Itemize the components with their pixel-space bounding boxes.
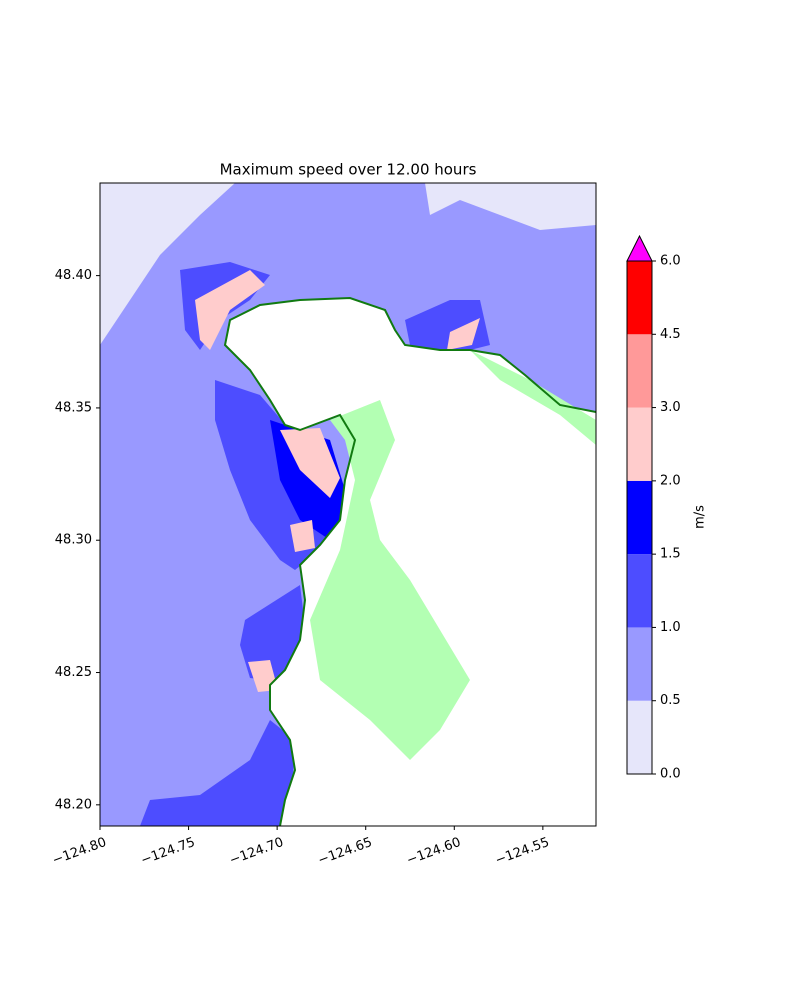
x-tick-label: −124.55: [493, 835, 551, 868]
colorbar-segment: [627, 334, 652, 408]
colorbar-tick-label: 6.0: [660, 254, 681, 269]
y-tick-label: 48.35: [55, 400, 92, 415]
colorbar-segment: [627, 700, 652, 774]
y-tick-label: 48.25: [55, 665, 92, 680]
fast-water: [140, 720, 295, 826]
x-tick-label: −124.75: [139, 835, 197, 868]
x-tick-label: −124.60: [405, 835, 463, 868]
colorbar-segment: [627, 261, 652, 335]
map: [100, 183, 596, 826]
calm-water: [425, 183, 596, 230]
colorbar-tick-label: 4.5: [660, 327, 681, 342]
very-fast-water: [447, 318, 480, 350]
colorbar-tick-label: 0.0: [660, 767, 681, 782]
x-tick-label: −124.65: [316, 835, 374, 868]
y-tick-label: 48.20: [55, 797, 92, 812]
y-tick-label: 48.40: [55, 268, 92, 283]
colorbar-tick-label: 3.0: [660, 400, 681, 415]
colorbar-segment: [627, 627, 652, 701]
colorbar-label: m/s: [693, 505, 708, 529]
colorbar-frame: [626, 260, 653, 775]
coastline: [223, 296, 596, 826]
colorbar-tick-label: 0.5: [660, 693, 681, 708]
wet-land: [310, 400, 470, 760]
y-tick-label: 48.30: [55, 533, 92, 548]
x-tick-label: −124.70: [228, 835, 286, 868]
colorbar-segment: [627, 480, 652, 555]
land: [225, 298, 596, 826]
colorbar-tick-label: 1.5: [660, 547, 681, 562]
colorbar-tick-label: 1.0: [660, 620, 681, 635]
very-fast-water: [280, 428, 340, 498]
very-fast-water: [290, 520, 315, 552]
colorbar-segment: [627, 554, 652, 628]
very-fast-water: [195, 270, 265, 350]
axes-frame: [99, 182, 597, 827]
colorbar-extend: [626, 234, 653, 262]
x-tick-label: −124.80: [50, 835, 108, 868]
wet-land: [470, 350, 596, 445]
chart-title: Maximum speed over 12.00 hours: [220, 161, 477, 179]
calm-water: [100, 183, 235, 345]
colorbar-tick-label: 2.0: [660, 473, 681, 488]
colorbar-segment: [627, 407, 652, 481]
